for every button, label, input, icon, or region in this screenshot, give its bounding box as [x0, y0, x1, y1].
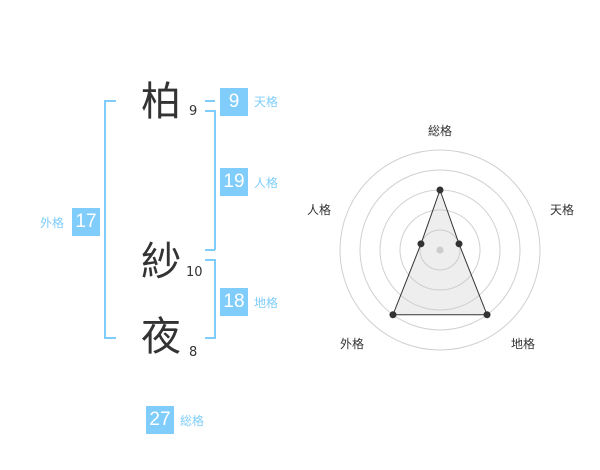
radar-ring: [399, 209, 481, 291]
radar-point: [455, 240, 463, 248]
stroke-count-2: 10: [186, 265, 203, 280]
radar-axis-label: 天格: [550, 203, 575, 217]
chikaku-value: 18: [220, 288, 248, 316]
jinkaku-value: 19: [220, 168, 248, 196]
radar-center-dot: [436, 246, 444, 254]
radar-axis-label: 地格: [511, 337, 536, 351]
name-char-1: 柏: [141, 79, 181, 125]
soukaku-value: 27: [146, 406, 174, 434]
radar-point: [483, 311, 491, 319]
jinkaku-label: 人格: [254, 176, 279, 190]
radar-axis-label: 外格: [340, 337, 365, 351]
radar-ring: [339, 149, 541, 351]
radar-point: [436, 186, 444, 194]
gaikaku-value: 17: [72, 208, 100, 236]
tenkaku-value: 9: [220, 88, 248, 116]
radar-ring: [419, 229, 461, 271]
radar-axis-label: 総格: [428, 124, 453, 138]
name-char-2: 紗: [141, 239, 181, 285]
tenkaku-label: 天格: [254, 95, 279, 109]
tenkaku-bracket: [205, 100, 215, 102]
radar-point: [417, 240, 425, 248]
radar-point: [389, 311, 397, 319]
gaikaku-label: 外格: [40, 216, 65, 230]
radar-axis-label: 人格: [307, 203, 332, 217]
chikaku-label: 地格: [254, 296, 279, 310]
stroke-count-1: 9: [189, 104, 198, 119]
name-char-3: 夜: [141, 314, 181, 360]
stroke-count-3: 8: [189, 345, 198, 360]
radar-ring: [359, 169, 521, 331]
soukaku-label: 総格: [180, 414, 205, 428]
